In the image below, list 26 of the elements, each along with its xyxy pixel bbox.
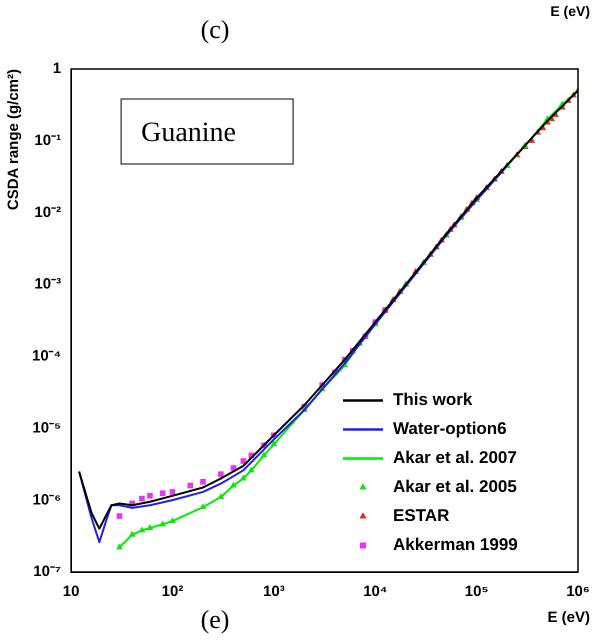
- legend-label: ESTAR: [393, 506, 450, 526]
- text: (c): [200, 15, 230, 44]
- annotation: Guanine: [141, 117, 236, 148]
- x-tick-label: 10: [62, 583, 80, 600]
- legend-label: This work: [393, 390, 473, 410]
- legend-label: Water-option6: [393, 419, 507, 438]
- x-tick-label: 10³: [263, 583, 285, 600]
- y-axis-title: CSDA range (g/cm²): [5, 68, 22, 210]
- x-tick-label: 10²: [162, 583, 184, 600]
- text: E (eV): [550, 3, 590, 19]
- y-tick-label: 10⁻¹: [34, 132, 62, 149]
- y-tick-label: 10⁻⁴: [32, 348, 62, 365]
- x-tick-label: 10⁵: [464, 583, 488, 600]
- legend-label: Akar et al. 2007: [393, 448, 517, 468]
- y-tick-label: 1: [52, 60, 62, 78]
- y-tick-label: 10⁻⁶: [32, 491, 62, 508]
- y-tick-label: 10⁻⁵: [32, 419, 62, 436]
- y-tick-label: 10⁻³: [34, 276, 62, 293]
- y-tick-label: 10⁻⁷: [33, 563, 62, 580]
- legend-label: Akkerman 1999: [393, 535, 518, 554]
- x-axis-title: E (eV): [547, 609, 590, 626]
- y-tick-label: 10⁻²: [34, 204, 62, 221]
- x-tick-label: 10⁴: [363, 583, 388, 600]
- legend-label: Akar et al. 2005: [393, 477, 517, 496]
- x-tick-label: 10⁶: [566, 583, 590, 600]
- text: (e): [200, 605, 230, 634]
